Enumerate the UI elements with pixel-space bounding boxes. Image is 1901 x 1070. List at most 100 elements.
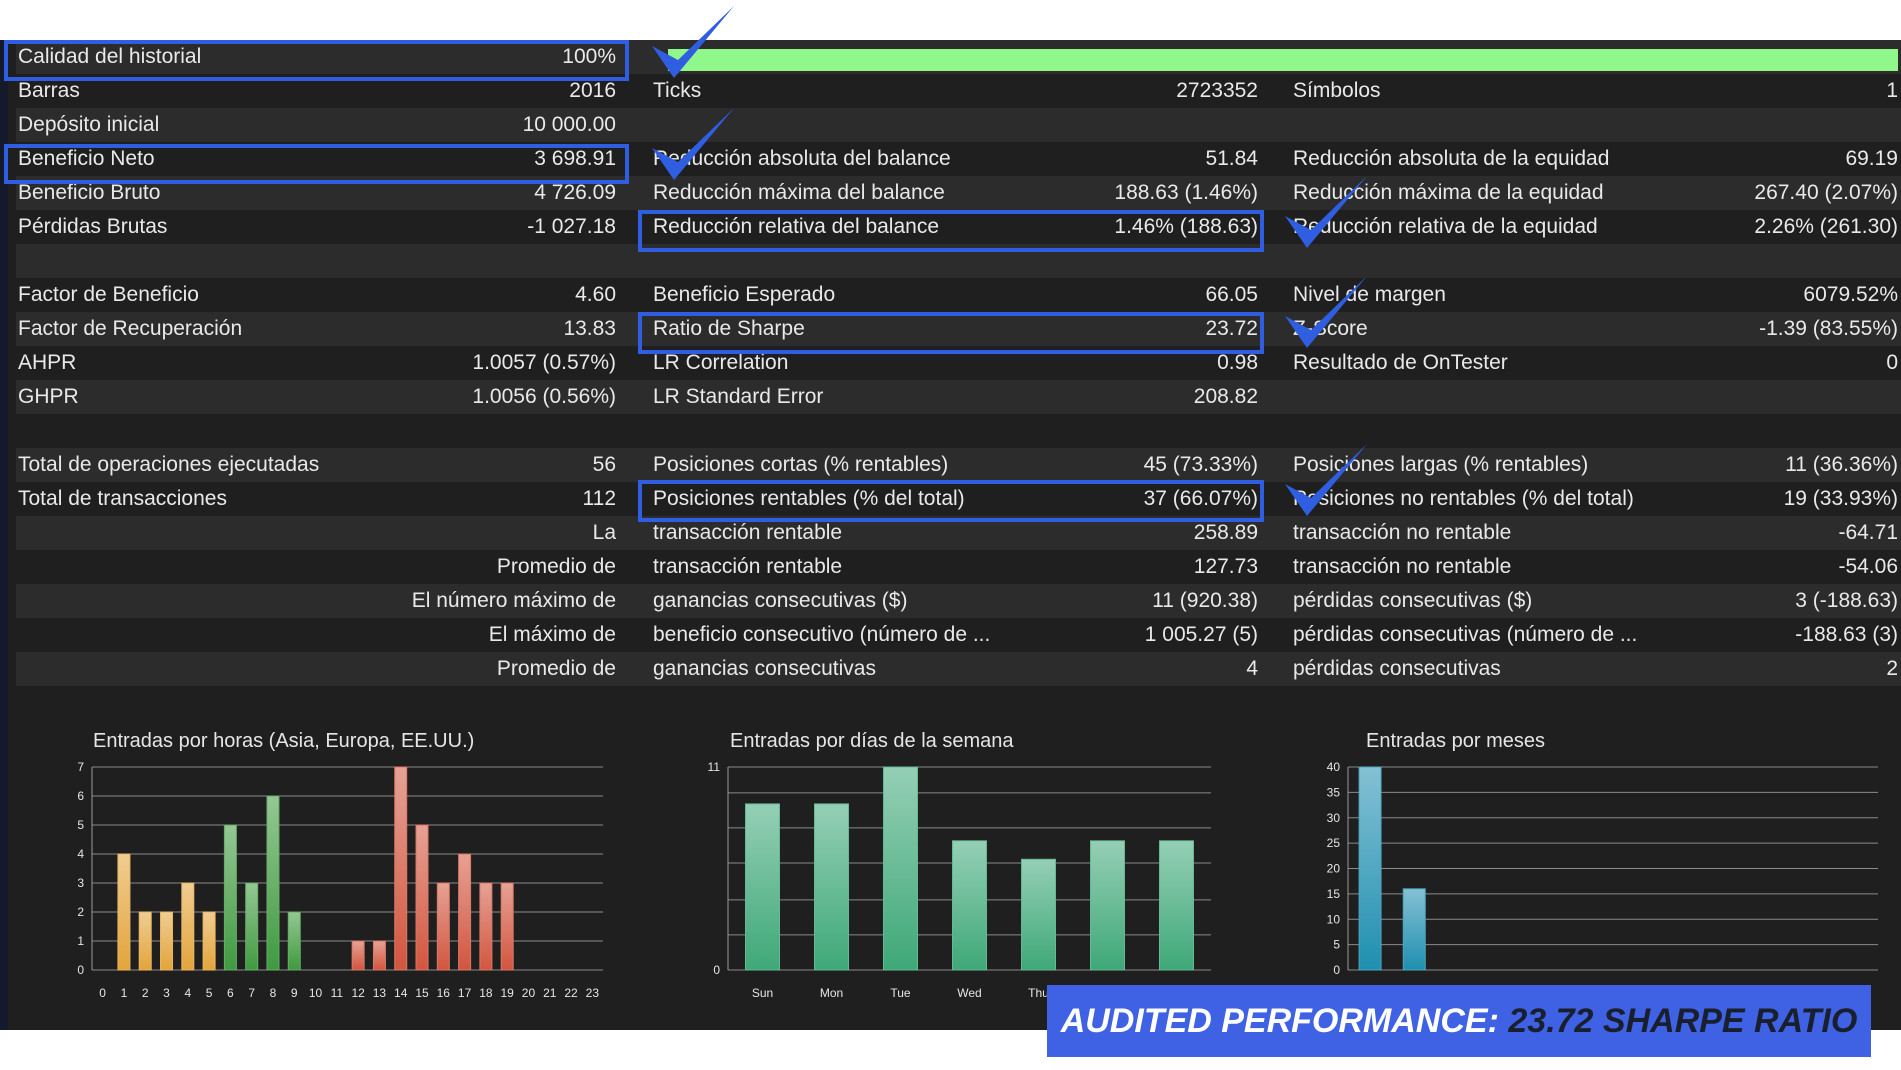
stat-label: LR Standard Error xyxy=(653,385,824,408)
stat-label: El máximo de xyxy=(488,623,616,646)
report-row-bg xyxy=(16,108,1901,142)
stat-value: 2 xyxy=(1886,657,1898,680)
chart-bar xyxy=(394,766,408,971)
chart-bar xyxy=(245,882,259,971)
stat-label: transacción rentable xyxy=(653,521,843,544)
stat-value: 4 726.09 xyxy=(534,181,616,204)
report-row-bg xyxy=(16,652,1901,686)
stat-value: 23.72 xyxy=(1205,317,1258,340)
stat-value: 267.40 (2.07%) xyxy=(1754,181,1898,204)
x-tick-label: 5 xyxy=(206,986,213,1000)
x-tick-label: 22 xyxy=(564,986,578,1000)
stat-label: LR Correlation xyxy=(653,351,789,374)
stat-label: ganancias consecutivas xyxy=(653,657,876,680)
audited-performance-banner: AUDITED PERFORMANCE: 23.72 SHARPE RATIO xyxy=(1047,985,1871,1057)
chart-bar xyxy=(1021,858,1056,971)
highlight-net-profit xyxy=(4,144,629,184)
chart-bar xyxy=(1159,840,1194,971)
banner-accent: 23.72 SHARPE RATIO xyxy=(1508,1002,1858,1040)
x-tick-label: 1 xyxy=(121,986,128,1000)
stat-value: 45 (73.33%) xyxy=(1143,453,1258,476)
x-tick-label: Wed xyxy=(957,986,981,1000)
stat-value: 10 000.00 xyxy=(522,113,616,136)
y-tick-label: 7 xyxy=(77,760,84,774)
stat-value: 1.46% (188.63) xyxy=(1114,215,1258,238)
x-tick-label: 17 xyxy=(458,986,472,1000)
stat-value: -188.63 (3) xyxy=(1795,623,1898,646)
chart-title-hours: Entradas por horas (Asia, Europa, EE.UU.… xyxy=(93,730,475,752)
stat-label: pérdidas consecutivas (número de ... xyxy=(1293,623,1638,646)
chart-bar xyxy=(223,824,237,971)
y-tick-label: 5 xyxy=(77,818,84,832)
stat-label: Ticks xyxy=(653,79,702,102)
stat-label: Reducción máxima del balance xyxy=(653,181,945,204)
stat-label: Beneficio Neto xyxy=(18,147,155,170)
y-tick-label: 1 xyxy=(77,934,84,948)
stat-label: La xyxy=(592,521,616,544)
x-tick-label: 20 xyxy=(522,986,536,1000)
chart-bar xyxy=(1090,840,1125,971)
stat-value: 100% xyxy=(562,45,616,68)
y-tick-label: 30 xyxy=(1327,811,1341,825)
stat-label: Posiciones cortas (% rentables) xyxy=(653,453,949,476)
x-tick-label: 15 xyxy=(415,986,429,1000)
stat-value: 127.73 xyxy=(1193,555,1258,578)
stat-label: Reducción relativa del balance xyxy=(653,215,940,238)
y-tick-label: 6 xyxy=(77,789,84,803)
chart-bar xyxy=(436,882,450,971)
entries-by-month-chart: 0 5 10 15 20 25 30 35 40 xyxy=(1327,760,1878,977)
report-row-bg xyxy=(16,312,1901,346)
y-tick-label: 4 xyxy=(77,847,84,861)
strategy-tester-report: Calidad del historial 100% Barras 2016 Depós… xyxy=(0,40,1901,1030)
check-icon xyxy=(652,6,734,78)
stat-label: Posiciones largas (% rentables) xyxy=(1293,453,1589,476)
stat-value: 3 (-188.63) xyxy=(1795,589,1898,612)
stat-label: Posiciones no rentables (% del total) xyxy=(1293,487,1634,510)
stat-label: Promedio de xyxy=(496,657,616,680)
check-icon xyxy=(652,108,734,180)
stat-label: Símbolos xyxy=(1293,79,1381,102)
y-tick-label: 2 xyxy=(77,905,84,919)
chart-bar xyxy=(1402,888,1426,971)
stat-label: AHPR xyxy=(18,351,77,374)
stat-label: transacción rentable xyxy=(653,555,843,578)
chart-bar xyxy=(160,911,174,971)
report-row-bg xyxy=(16,414,1901,448)
check-icon xyxy=(1285,176,1367,248)
stat-value: 4.60 xyxy=(575,283,616,306)
y-tick-label: 3 xyxy=(77,876,84,890)
y-tick-label: 5 xyxy=(1333,938,1340,952)
chart-bar xyxy=(138,911,152,971)
stat-value: 69.19 xyxy=(1845,147,1898,170)
stat-value: 1 xyxy=(1886,79,1898,102)
banner-text: AUDITED PERFORMANCE: xyxy=(1060,1002,1499,1040)
chart-bar xyxy=(458,853,472,971)
stat-value: 1 005.27 (5) xyxy=(1144,623,1258,646)
x-tick-label: Thu xyxy=(1028,986,1049,1000)
chart-bar xyxy=(266,795,280,971)
stat-label: Total de transacciones xyxy=(18,487,227,510)
stat-value: 1.0056 (0.56%) xyxy=(472,385,616,408)
stat-label: Depósito inicial xyxy=(18,113,160,136)
x-tick-label: 12 xyxy=(351,986,365,1000)
y-tick-label: 0 xyxy=(713,963,720,977)
y-tick-label: 15 xyxy=(1327,887,1341,901)
stat-value: 208.82 xyxy=(1193,385,1258,408)
chart-bar xyxy=(415,824,429,971)
stat-label: Pérdidas Brutas xyxy=(18,215,168,238)
stat-value: 19 (33.93%) xyxy=(1783,487,1898,510)
y-tick-label: 0 xyxy=(77,963,84,977)
chart-bar xyxy=(351,940,365,971)
report-row-bg xyxy=(16,380,1901,414)
stat-value: 11 (36.36%) xyxy=(1785,453,1898,476)
x-tick-label: 7 xyxy=(248,986,255,1000)
stat-label: Reducción absoluta de la equidad xyxy=(1293,147,1610,170)
x-tick-label: 4 xyxy=(184,986,191,1000)
stat-label: Resultado de OnTester xyxy=(1293,351,1508,374)
highlight-relative-drawdown xyxy=(638,210,1264,252)
stat-value: 2723352 xyxy=(1176,79,1258,102)
highlight-history-quality xyxy=(4,40,629,81)
x-tick-label: 2 xyxy=(142,986,149,1000)
stat-value: 66.05 xyxy=(1205,283,1258,306)
stat-label: pérdidas consecutivas xyxy=(1293,657,1501,680)
